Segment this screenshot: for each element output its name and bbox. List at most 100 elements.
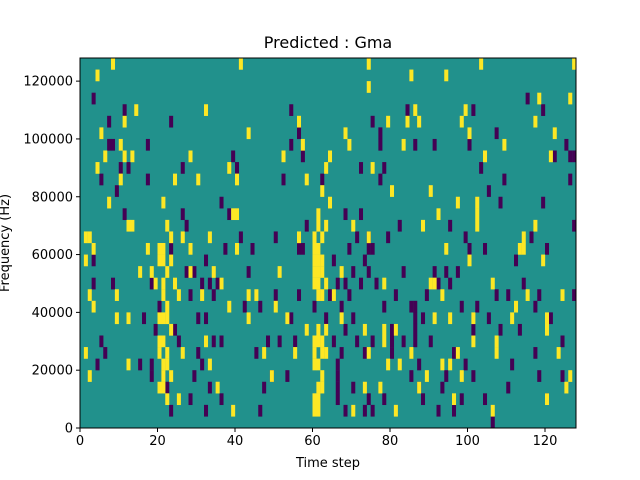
heatmap-cell-low [335,358,340,371]
heatmap-cell-high [564,381,569,394]
heatmap-cell-high [475,196,480,209]
heatmap-cell-low [95,358,100,371]
heatmap-cell-low [405,104,410,116]
heatmap-cell-low [541,104,546,116]
heatmap-cell-high [370,162,375,174]
heatmap-cell-low [572,289,577,301]
heatmap-cell-high [455,196,460,209]
heatmap-cell-low [180,208,185,221]
heatmap-cell-low [409,300,414,313]
heatmap-cell-high [246,312,251,325]
heatmap-cell-low [145,173,150,186]
heatmap-cell-low [111,277,116,290]
heatmap-cell-high [227,162,232,174]
heatmap-cell-low [157,300,162,313]
heatmap-cell-high [316,219,321,232]
heatmap-cell-high [246,289,251,301]
heatmap-cell-high [165,347,170,359]
heatmap-cell-high [471,335,476,348]
heatmap-cell-high [114,312,119,325]
heatmap-cell-high [269,370,274,382]
heatmap-cell-low [471,323,476,336]
heatmap-cell-low [355,231,360,244]
heatmap-cell-low [300,243,305,255]
heatmap-cell-low [138,358,143,371]
heatmap-cell-high [366,347,371,359]
heatmap-cell-low [107,138,112,151]
chart-title: Predicted : Gma [264,33,392,52]
heatmap-cell-low [413,335,418,348]
heatmap-cell-high [521,243,526,255]
heatmap-cell-high [312,266,317,278]
heatmap-cell-low [560,335,565,348]
heatmap-cell-high [165,266,170,278]
heatmap-cell-high [533,115,538,128]
heatmap-cell-high [320,370,325,382]
heatmap-cell-high [83,231,88,244]
heatmap-cell-low [366,393,371,406]
heatmap-cell-low [99,335,104,348]
heatmap-cell-low [118,162,123,174]
heatmap-cell-high [405,115,410,128]
heatmap-cell-low [413,323,418,336]
heatmap-cell-low [572,219,577,232]
heatmap-cell-low [370,243,375,255]
heatmap-cell-high [525,289,530,301]
heatmap-cell-high [517,243,522,255]
heatmap-cell-high [452,393,457,406]
heatmap-cell-high [409,69,414,82]
heatmap-cell-high [393,404,398,417]
heatmap-cell-high [320,335,325,348]
heatmap-cell-high [316,404,321,417]
heatmap-cell-high [343,127,348,140]
heatmap-cell-low [258,300,263,313]
heatmap-cell-low [91,254,96,267]
heatmap-cell-high [169,231,174,244]
heatmap-cell-high [235,173,240,186]
heatmap-cell-low [266,335,271,348]
heatmap-cell-high [118,173,123,186]
heatmap-cell-low [568,150,573,163]
heatmap-cell-low [362,254,367,267]
heatmap-cell-high [161,289,166,301]
heatmap-cell-high [362,381,367,394]
heatmap-cell-high [188,266,193,278]
heatmap-cell-low [397,219,402,232]
heatmap-cell-high [157,254,162,267]
y-axis: 0 20000 40000 60000 80000 100000 120000 [23,75,80,437]
heatmap-cell-high [347,138,352,151]
heatmap-cell-high [204,335,209,348]
heatmap-cell-high [281,150,286,163]
heatmap-cell-low [111,138,116,151]
heatmap-cell-high [320,185,325,197]
heatmap-cell-low [510,358,515,371]
heatmap-cell-low [91,277,96,290]
heatmap-cell-high [448,358,453,371]
heatmap-cell-high [312,277,317,290]
heatmap-cell-high [83,254,88,267]
heatmap-cell-low [219,196,224,209]
heatmap-cell-low [467,138,472,151]
heatmap-cell-low [444,266,449,278]
heatmap-cell-high [545,393,550,406]
heatmap-cell-low [219,335,224,348]
heatmap-cell-high [545,312,550,325]
heatmap-cell-low [312,300,317,313]
heatmap-cell-high [320,231,325,244]
heatmap-cell-high [134,104,139,116]
heatmap-cell-low [320,173,325,186]
heatmap-cell-low [537,289,542,301]
heatmap-cell-low [463,231,468,244]
heatmap-cell-low [448,277,453,290]
heatmap-cell-low [196,312,201,325]
heatmap-cell-high [556,347,561,359]
heatmap-cell-low [262,381,267,394]
heatmap-cell-low [436,404,441,417]
heatmap-cell-low [393,289,398,301]
heatmap-cell-low [335,381,340,394]
heatmap-cell-low [494,289,499,301]
heatmap-cell-low [564,138,569,151]
heatmap-cell-low [463,358,468,371]
heatmap-cell-high [176,289,181,301]
